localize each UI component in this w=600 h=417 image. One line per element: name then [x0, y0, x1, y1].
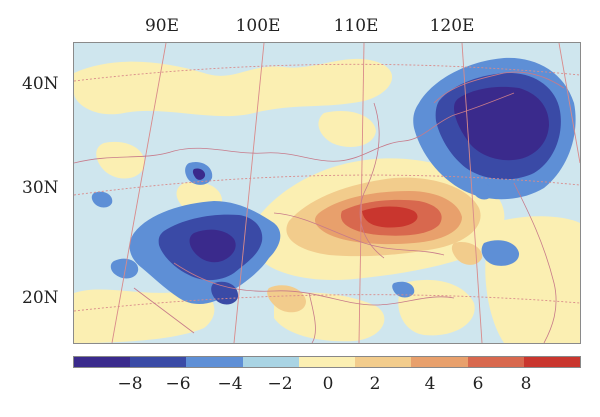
political-boundaries — [74, 71, 565, 343]
colorbar-label: 6 — [472, 374, 484, 394]
lat-label-30n: 30N — [22, 178, 59, 198]
colorbar-label: 2 — [369, 374, 381, 394]
lon-label-120e: 120E — [429, 16, 475, 36]
lat-label-20n: 20N — [22, 288, 59, 308]
colorbar-segment-6 — [411, 357, 468, 367]
colorbar — [73, 356, 581, 368]
colorbar-segment-1 — [130, 357, 187, 367]
meridians — [111, 43, 580, 343]
lon-label-100e: 100E — [235, 16, 281, 36]
colorbar-label: −4 — [217, 374, 243, 394]
northeast-cold-anomaly — [413, 57, 576, 200]
colorbar-label: −6 — [165, 374, 191, 394]
map-panel — [73, 42, 581, 344]
colorbar-segment-3 — [242, 357, 299, 367]
graticule — [74, 63, 580, 312]
western-cold-anomaly — [91, 161, 520, 305]
colorbar-label: 8 — [520, 374, 532, 394]
colorbar-label: −8 — [117, 374, 143, 394]
lon-label-90e: 90E — [144, 16, 180, 36]
colorbar-label: 0 — [322, 374, 334, 394]
anomaly-map — [74, 43, 580, 343]
colorbar-label: 4 — [424, 374, 436, 394]
central-warm-anomaly — [250, 158, 505, 313]
colorbar-segment-4 — [298, 357, 356, 367]
colorbar-segment-7 — [467, 357, 524, 367]
lat-label-40n: 40N — [22, 74, 59, 94]
colorbar-segment-5 — [355, 357, 412, 367]
lon-label-110e: 110E — [333, 16, 379, 36]
colorbar-segment-8 — [523, 357, 580, 367]
colorbar-segment-0 — [74, 357, 131, 367]
colorbar-label: −2 — [267, 374, 293, 394]
colorbar-segment-2 — [186, 357, 243, 367]
